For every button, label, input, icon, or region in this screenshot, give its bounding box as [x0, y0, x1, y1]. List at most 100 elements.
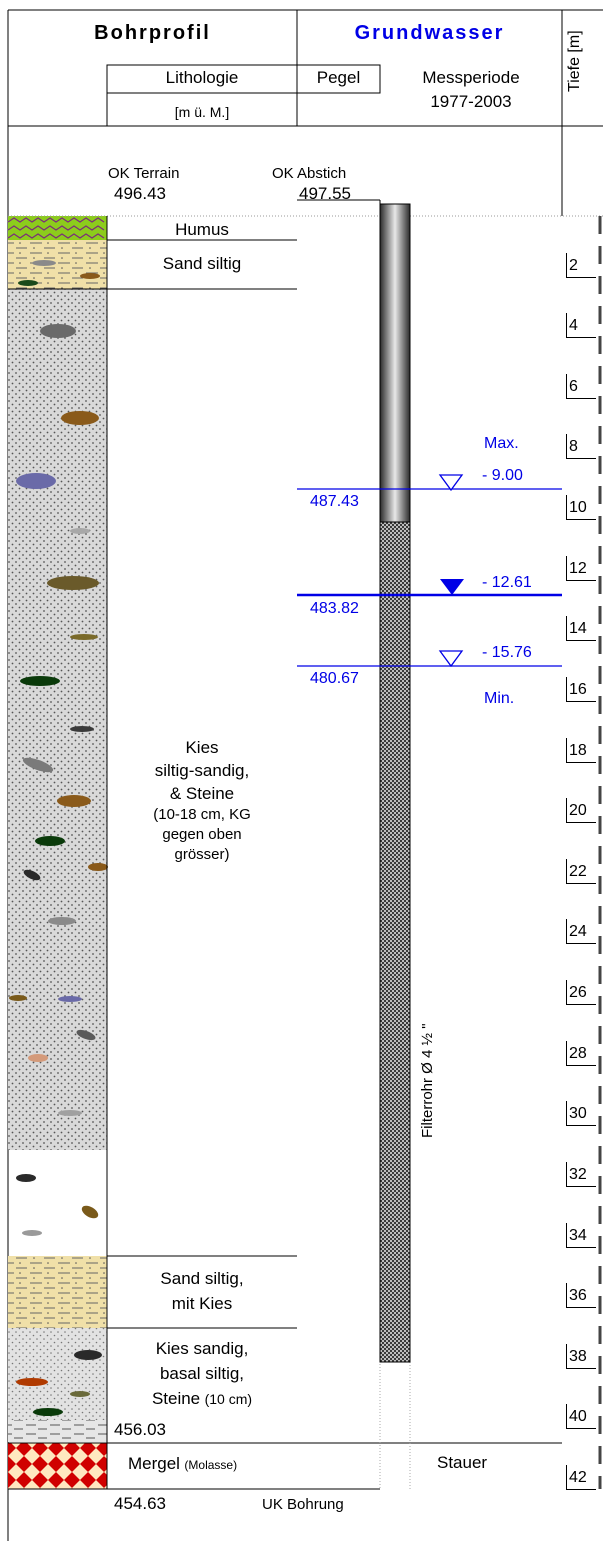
depth-tick-line [566, 1307, 596, 1308]
depth-tick-label: 12 [569, 559, 587, 577]
depth-tick-bar [566, 677, 567, 701]
kies-line-6: grösser) [174, 846, 230, 863]
depth-tick-bar [566, 1101, 567, 1125]
depth-tick-line [566, 640, 596, 641]
depth-tick-line [566, 337, 596, 338]
depth-tick-bar [566, 616, 567, 640]
depth-tick-label: 36 [569, 1287, 587, 1305]
ok-abstich-label: OK Abstich [272, 165, 347, 182]
depth-tick-bar [566, 980, 567, 1004]
max-label: Max. [484, 435, 519, 452]
depth-tick-bar [566, 1162, 567, 1186]
depth-tick-label: 10 [569, 499, 587, 517]
sand-kies-line-1: Sand siltig, [160, 1269, 244, 1288]
depth-tick-label: 42 [569, 1469, 587, 1486]
depth-tick-bar [566, 253, 567, 277]
depth-tick-line [566, 1368, 596, 1369]
ok-abstich-value: 497.55 [299, 184, 351, 203]
depth-tick-label: 20 [569, 802, 587, 820]
depth-tick-label: 34 [569, 1226, 587, 1244]
bottom-elevation: 454.63 [114, 1494, 166, 1513]
mean-depth: - 12.61 [482, 574, 532, 591]
filter-label: Filterrohr Ø 4 ½ " [419, 1023, 436, 1138]
layer-kies-description: Kies siltig-sandig, & Steine (10-18 cm, … [107, 736, 297, 865]
depth-tick-bar [566, 495, 567, 519]
depth-tick-bar [566, 919, 567, 943]
depth-tick-bar [566, 798, 567, 822]
depth-tick-label: 6 [569, 377, 578, 395]
depth-tick-label: 4 [569, 317, 578, 335]
messperiode-label: Messperiode [422, 68, 520, 87]
depth-tick-bar [566, 738, 567, 762]
depth-tick-label: 18 [569, 741, 587, 759]
depth-tick-line [566, 1186, 596, 1187]
depth-tick-label: 40 [569, 1408, 587, 1426]
layer-humus: Humus [175, 220, 229, 239]
depth-tick-bar [566, 1344, 567, 1368]
max-elevation: 487.43 [310, 493, 359, 510]
ok-terrain-value: 496.43 [114, 184, 166, 203]
depth-tick-line [566, 1004, 596, 1005]
depth-tick-bar [566, 1223, 567, 1247]
grundwasser-title: Grundwasser [354, 22, 505, 44]
depth-tick-bar [566, 434, 567, 458]
kies-basal-line-2: basal siltig, [159, 1364, 245, 1383]
kies-line-3: & Steine [169, 784, 235, 803]
depth-tick-bar [566, 859, 567, 883]
depth-tick-label: 16 [569, 680, 587, 698]
depth-tick-line [566, 883, 596, 884]
depth-tick-line [566, 1428, 596, 1429]
lithologie-label: Lithologie [165, 68, 239, 87]
depth-tick-bar [566, 556, 567, 580]
depth-tick-line [566, 1065, 596, 1066]
depth-tick-line [566, 458, 596, 459]
min-elevation: 480.67 [310, 670, 359, 687]
depth-tick-label: 30 [569, 1105, 587, 1123]
depth-tick-line [566, 277, 596, 278]
ok-terrain-label: OK Terrain [108, 165, 180, 182]
pegel-label: Pegel [316, 68, 361, 87]
min-water-triangle [438, 650, 464, 668]
depth-tick-bar [566, 1465, 567, 1489]
depth-tick-line [566, 519, 596, 520]
tiefe-label: Tiefe [m] [566, 30, 583, 92]
kies-basal-line-1: Kies sandig, [155, 1339, 249, 1358]
depth-tick-label: 2 [569, 256, 578, 274]
min-label: Min. [484, 690, 515, 707]
depth-tick-line [566, 1125, 596, 1126]
depth-tick-line [566, 762, 596, 763]
depth-tick-label: 38 [569, 1347, 587, 1365]
unit-label: [m ü. M.] [174, 104, 230, 120]
lithology-column [7, 216, 108, 1489]
depth-tick-label: 32 [569, 1165, 587, 1183]
depth-tick-line [566, 398, 596, 399]
depth-tick-bar [566, 1404, 567, 1428]
depth-tick-bar [566, 1041, 567, 1065]
depth-tick-line [566, 1247, 596, 1248]
bottom-label: UK Bohrung [262, 1496, 344, 1513]
mean-water-triangle [440, 579, 464, 595]
kies-line-1: Kies [185, 738, 219, 757]
kies-basal-line-3a: Steine [151, 1389, 201, 1408]
kies-line-5: gegen oben [162, 826, 242, 843]
kies-basal-line-3b: (10 cm) [204, 1391, 253, 1407]
depth-tick-bar [566, 313, 567, 337]
depth-tick-label: 8 [569, 438, 578, 456]
layer-kies-basal: Kies sandig, basal siltig, Steine (10 cm… [107, 1336, 297, 1412]
max-water-triangle [438, 474, 464, 492]
kies-basal-elevation: 456.03 [114, 1420, 166, 1439]
depth-tick-line [566, 943, 596, 944]
layer-mergel: Mergel (Molasse) [128, 1454, 237, 1474]
max-depth: - 9.00 [482, 467, 523, 484]
depth-tick-label: 24 [569, 923, 587, 941]
kies-line-2: siltig-sandig, [154, 761, 250, 780]
depth-tick-bar [566, 1283, 567, 1307]
layer-sand-mit-kies: Sand siltig, mit Kies [107, 1266, 297, 1316]
depth-tick-line [566, 822, 596, 823]
layer-sand-siltig: Sand siltig [162, 254, 242, 273]
stauer-label: Stauer [437, 1453, 488, 1472]
depth-tick-label: 26 [569, 984, 587, 1002]
min-depth: - 15.76 [482, 644, 532, 661]
depth-tick-label: 14 [569, 620, 587, 638]
